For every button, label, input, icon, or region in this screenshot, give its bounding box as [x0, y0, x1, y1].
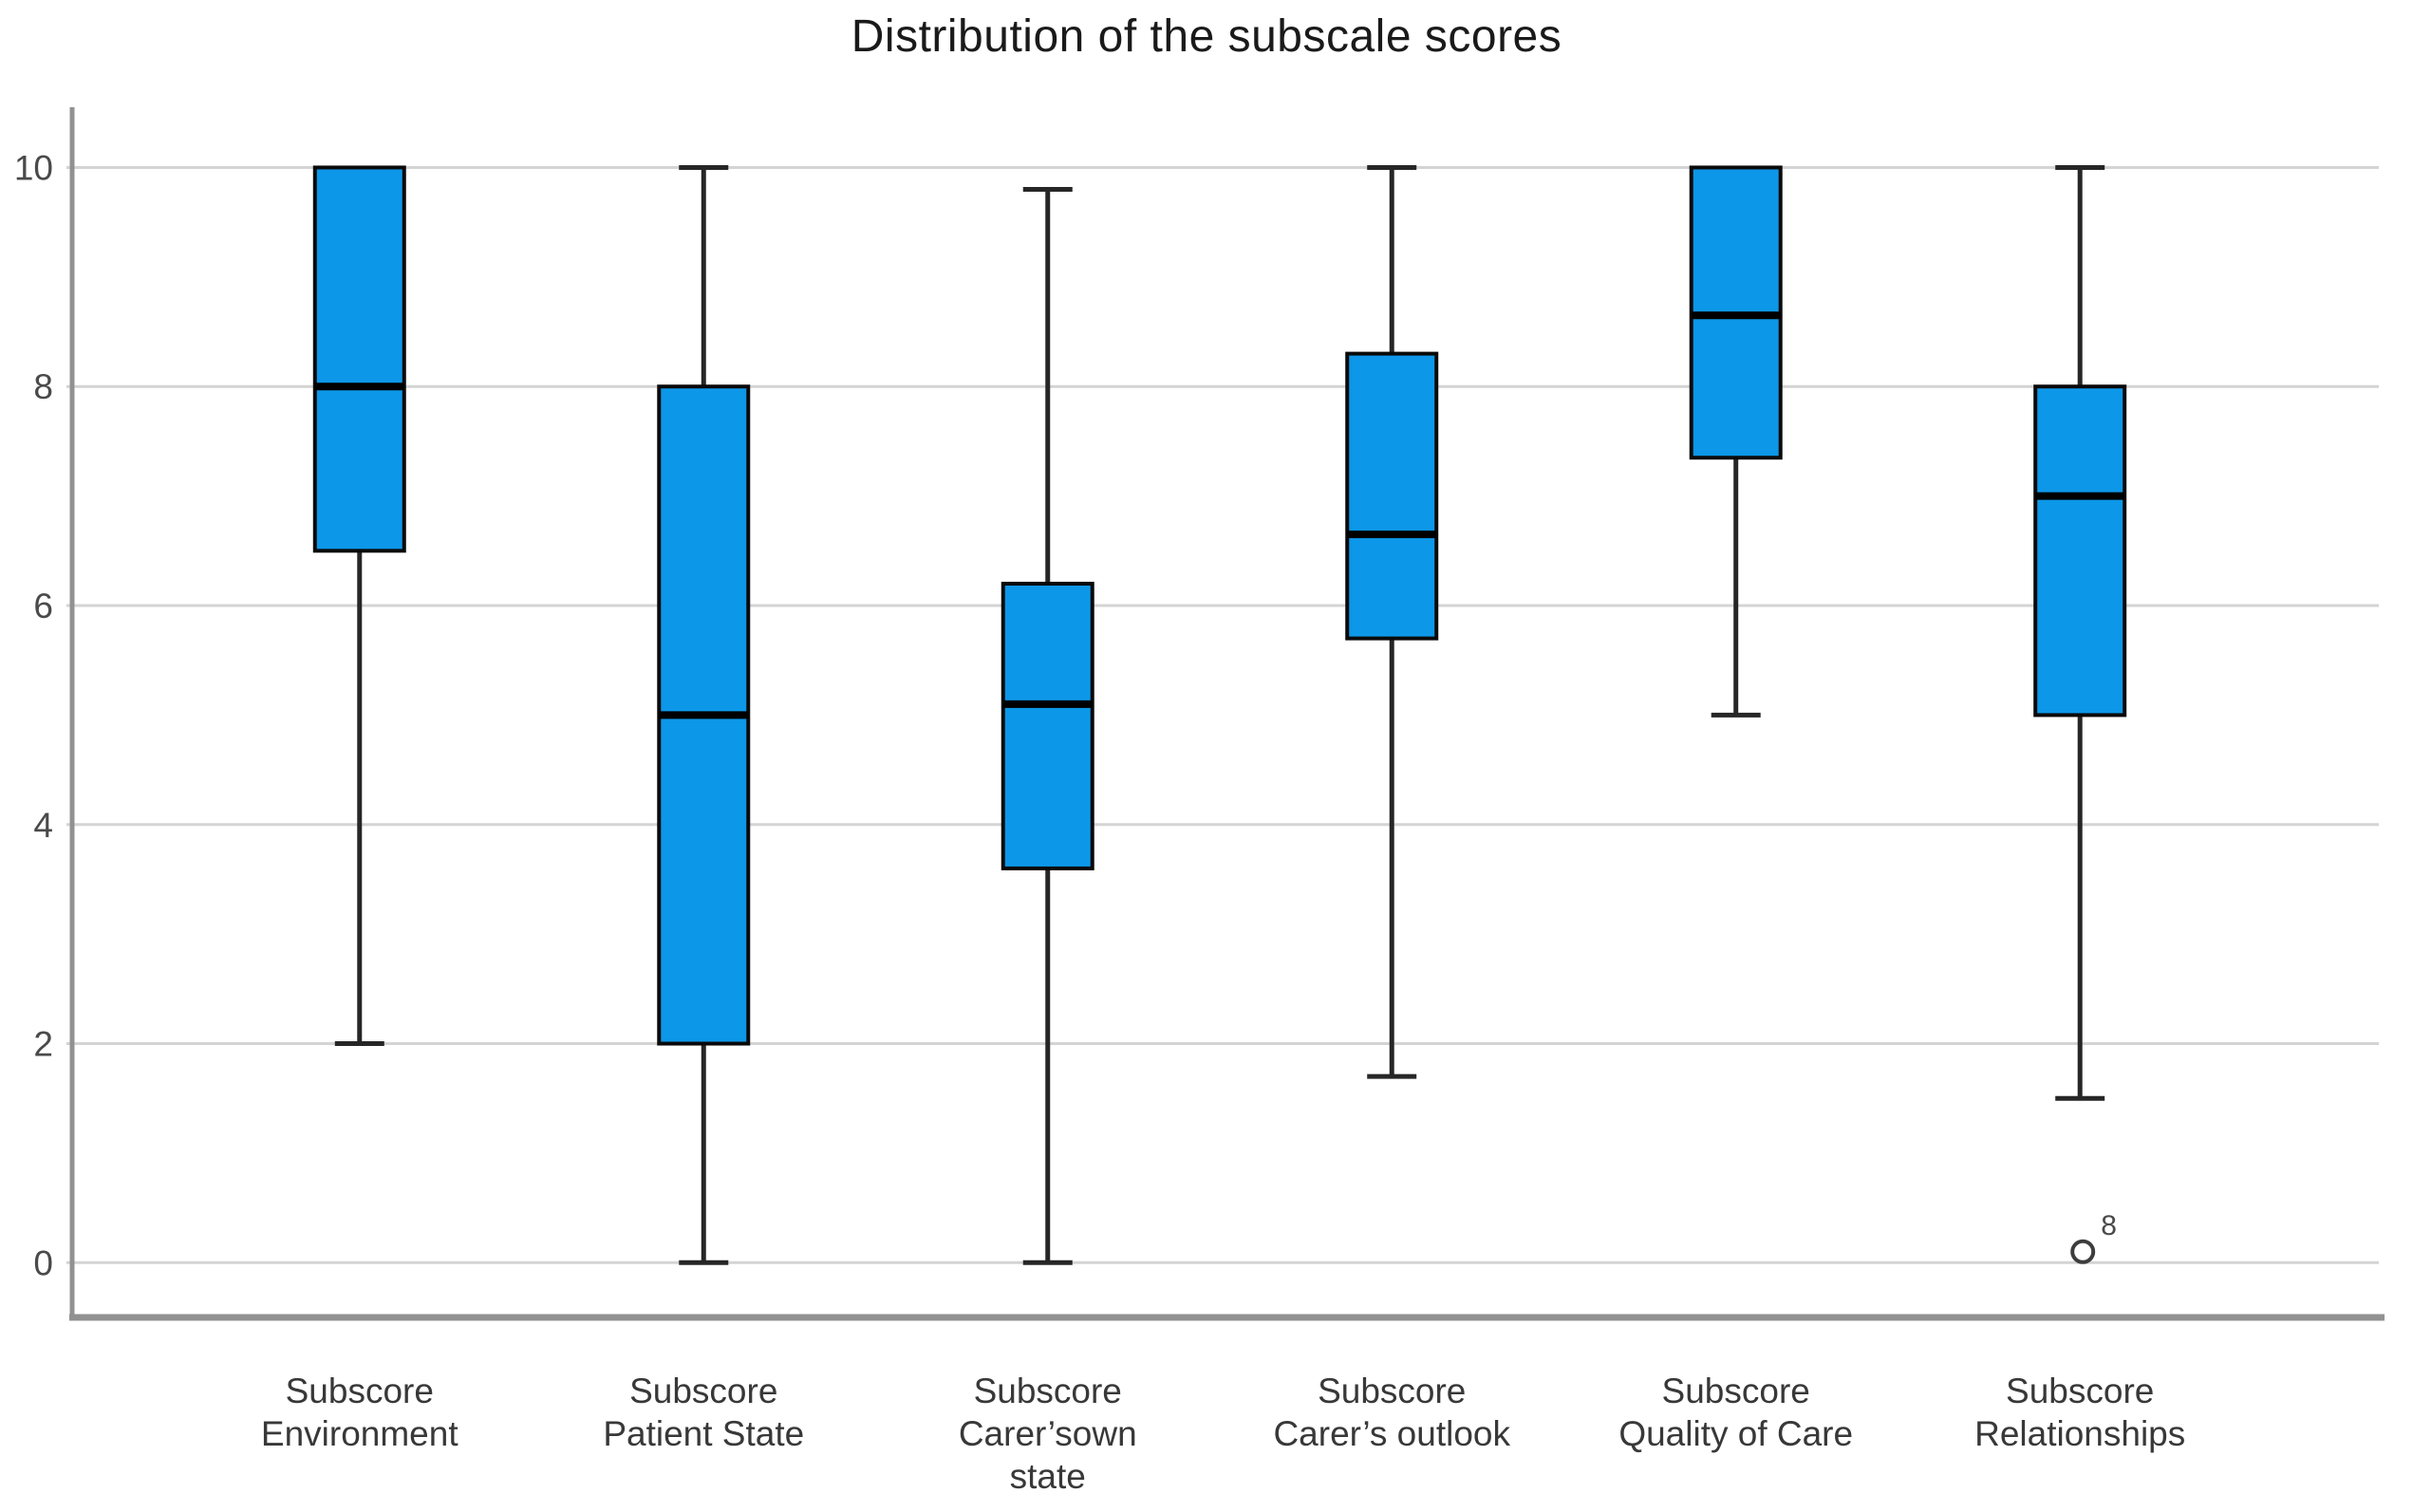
x-axis-label: Subscore Carer’s outlook [1273, 1372, 1510, 1453]
y-axis-tick-label: 0 [33, 1243, 53, 1282]
x-axis-label: Subscore Environment [261, 1372, 458, 1453]
outlier-point [2070, 1239, 2096, 1264]
boxplot-group [1001, 187, 1094, 1265]
boxplot-group [1345, 164, 1439, 1079]
outlier-case-label: 8 [2101, 1210, 2117, 1241]
iqr-box [2033, 384, 2127, 718]
y-axis-tick-label: 4 [33, 806, 53, 845]
iqr-box [312, 165, 406, 553]
x-axis-label: Subscore Carer’sown state [959, 1372, 1137, 1496]
y-axis-tick-label: 10 [14, 148, 53, 187]
x-axis-label: Subscore Relationships [1974, 1372, 2185, 1453]
boxplot-group [657, 164, 751, 1265]
x-axis-label: Subscore Quality of Care [1618, 1372, 1853, 1453]
y-axis-tick-label: 2 [33, 1025, 53, 1064]
boxplot-group: 8 [2033, 164, 2127, 1264]
iqr-box [1345, 351, 1439, 641]
boxplot-group [312, 165, 406, 1047]
iqr-box [1001, 581, 1094, 870]
x-axis-label: Subscore Patient State [603, 1372, 804, 1453]
chart-title: Distribution of the subscale scores [851, 11, 1562, 62]
boxplot-group [1689, 165, 1783, 718]
y-axis-tick-label: 8 [33, 367, 53, 406]
y-axis-tick-label: 6 [33, 587, 53, 625]
